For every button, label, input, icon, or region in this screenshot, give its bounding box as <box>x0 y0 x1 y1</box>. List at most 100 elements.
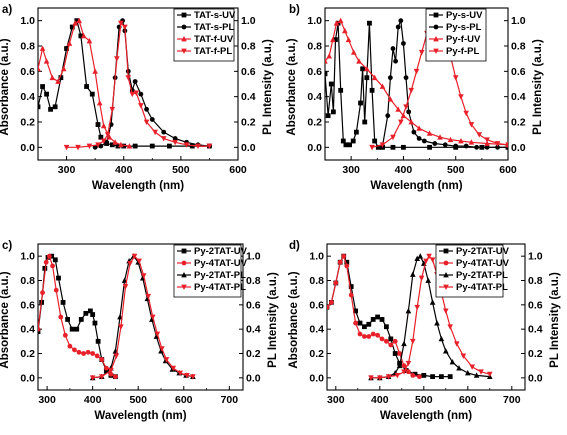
data-point <box>364 65 370 72</box>
data-point <box>74 326 80 332</box>
legend-label: Py-f-PL <box>446 46 479 57</box>
data-point <box>417 253 424 259</box>
data-point <box>458 138 464 144</box>
data-point <box>38 65 41 72</box>
y-tick-label: 0.4 <box>20 324 35 336</box>
data-point <box>109 142 115 148</box>
data-point <box>149 117 155 122</box>
data-point <box>95 338 101 344</box>
x-tick-label: 700 <box>503 394 521 406</box>
y-tick-label: 0.6 <box>307 66 322 78</box>
data-point <box>358 100 363 106</box>
y-tick-label: 0.6 <box>20 299 35 311</box>
data-point <box>121 143 127 149</box>
y2-tick-label: 0.8 <box>528 275 543 287</box>
y2-tick-label: 0.6 <box>241 66 256 78</box>
data-point <box>344 263 350 269</box>
data-point <box>52 257 58 263</box>
data-point <box>370 331 376 337</box>
data-point <box>418 49 425 56</box>
data-point <box>177 370 183 376</box>
data-point <box>153 333 160 339</box>
data-point <box>337 259 343 265</box>
data-point <box>78 33 84 39</box>
data-point <box>78 317 84 322</box>
data-point <box>189 143 195 149</box>
data-point <box>58 314 64 320</box>
data-point <box>140 273 147 279</box>
data-point <box>138 91 144 97</box>
data-point <box>337 17 344 24</box>
legend-marker <box>181 36 187 42</box>
y2-tick-label: 0.8 <box>241 41 256 53</box>
data-point <box>362 334 367 339</box>
data-point <box>113 353 120 359</box>
data-point <box>425 277 431 283</box>
y-tick-label: 0.2 <box>20 348 35 360</box>
data-point <box>347 142 352 148</box>
data-point <box>127 261 133 267</box>
y-tick-label: 1.0 <box>20 251 35 263</box>
data-point <box>126 143 133 149</box>
y-tick-label: 0.8 <box>307 41 322 53</box>
y-axis-title: Absorbance (a.u.) <box>0 271 11 368</box>
y2-tick-label: 0.0 <box>528 372 543 384</box>
data-point <box>484 137 490 143</box>
data-point <box>329 300 334 305</box>
data-point <box>330 36 336 43</box>
y2-tick-label: 0.2 <box>511 117 526 129</box>
y2-tick-label: 0.0 <box>246 372 261 384</box>
x-tick-label: 300 <box>342 164 360 176</box>
data-point <box>118 324 124 330</box>
data-point <box>108 368 114 374</box>
data-point <box>144 106 149 112</box>
data-point <box>429 257 436 263</box>
data-point <box>125 75 132 81</box>
data-point <box>92 320 98 326</box>
data-point <box>396 362 403 369</box>
data-point <box>131 253 138 260</box>
data-point <box>74 18 80 24</box>
x-tick-label: 600 <box>499 164 517 176</box>
data-point <box>89 91 95 97</box>
data-point <box>84 84 89 89</box>
data-point <box>474 144 480 150</box>
data-point <box>401 340 407 347</box>
data-point <box>58 75 64 81</box>
legend-label: TAT-f-UV <box>194 34 234 45</box>
data-point <box>104 139 109 145</box>
chart-panel-1: a) 300 400 500 600 0.0 0.0 0.2 0.2 0.4 0.4 0.6 0.6 0.… <box>0 4 274 192</box>
legend-marker <box>443 272 449 278</box>
data-point <box>385 113 391 119</box>
data-point <box>340 138 346 144</box>
data-point <box>106 134 113 140</box>
data-point <box>484 140 490 146</box>
legend-marker <box>443 284 449 290</box>
data-point <box>458 94 464 100</box>
data-point <box>136 258 142 265</box>
y-tick-label: 0.2 <box>309 348 324 360</box>
x-tick-label: 400 <box>115 164 133 176</box>
x-tick-label: 500 <box>129 394 147 406</box>
x-tick-label: 500 <box>415 394 433 406</box>
data-point <box>60 65 67 72</box>
data-point <box>333 20 340 26</box>
data-point <box>98 134 104 140</box>
data-point <box>149 143 155 149</box>
data-point <box>368 375 374 381</box>
data-point <box>103 365 109 371</box>
series-layer <box>327 253 493 381</box>
data-point <box>161 129 167 135</box>
y2-tick-label: 0.4 <box>511 91 526 103</box>
data-point <box>397 351 402 356</box>
legend-label: Py-2TAT-UV <box>456 246 510 257</box>
y-axis-title: Absorbance (a.u.) <box>288 271 300 368</box>
y2-tick-label: 0.4 <box>528 324 543 336</box>
legend-marker <box>443 248 449 254</box>
chart-panel-3: c) 300 400 500 600 700 0.0 0.0 0.2 0.2 0.4 0.4 0.6 0.… <box>0 240 279 422</box>
y2-tick-label: 1.0 <box>241 15 256 27</box>
data-point <box>330 109 336 115</box>
series-line <box>327 255 420 378</box>
